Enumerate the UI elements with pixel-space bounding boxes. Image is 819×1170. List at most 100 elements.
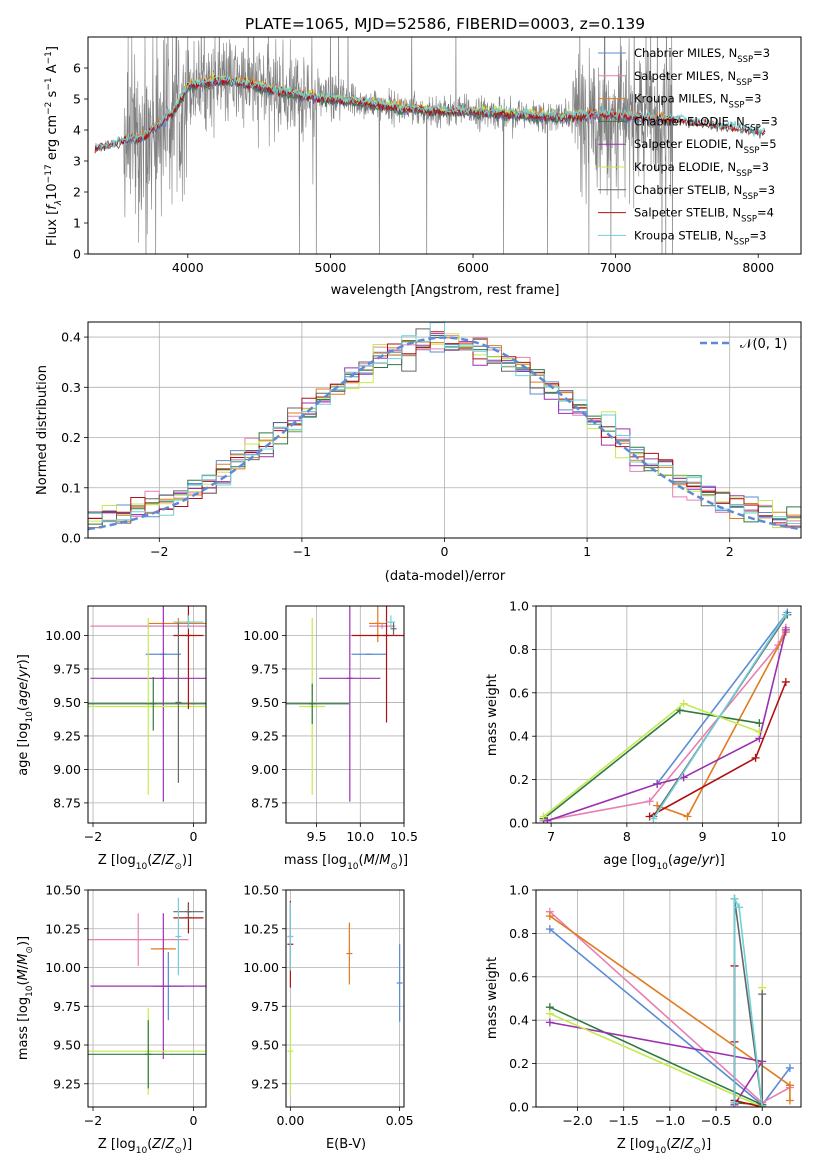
errorbar-point-1 [88, 913, 189, 966]
residual-histogram-kroupa-stelib [88, 322, 801, 524]
ytick-label-0: 8.75 [251, 795, 279, 810]
ytick-label-2: 9.75 [53, 999, 81, 1014]
ytick-label-0: 0.0 [509, 816, 529, 831]
legend-label-5: Kroupa ELODIE, NSSP=3 [634, 160, 769, 179]
legend-entry-1: Salpeter MILES, NSSP=3 [598, 69, 769, 88]
xtick-label-4: 2 [726, 544, 734, 559]
weight-line-1 [543, 627, 787, 822]
legend-label-4: Salpeter ELODIE, NSSP=5 [634, 137, 777, 156]
ytick-label-1: 9.00 [251, 762, 279, 777]
ytick-label-2: 9.75 [251, 999, 279, 1014]
residual-ylabel: Normed distribution [35, 365, 50, 495]
ytick-label-4: 4 [73, 123, 81, 138]
ytick-label-3: 0.6 [509, 685, 529, 700]
xtick-label-1: −1 [293, 544, 311, 559]
ytick-label-1: 9.50 [251, 1038, 279, 1053]
weight-marker-8-3 [758, 1103, 767, 1107]
spectrum-legend: Chabrier MILES, NSSP=3 Salpeter MILES, NS… [598, 46, 778, 247]
ebv-xlabel: E(B-V) [326, 1137, 366, 1152]
xtick-label-3: 7000 [600, 260, 632, 275]
weight-marker-2-1 [785, 1081, 794, 1090]
weight-series-8 [730, 894, 767, 1107]
ytick-label-2: 0.4 [509, 1013, 529, 1028]
xtick-label-4: 0.0 [752, 1113, 772, 1128]
errorbar-point-5 [88, 676, 206, 731]
xtick-label-2: −1.0 [655, 1113, 685, 1128]
plot-area [88, 322, 801, 531]
ytick-label-5: 10.50 [45, 883, 81, 898]
weight-marker-4-1 [653, 779, 662, 788]
ytick-label-5: 10.00 [243, 628, 279, 643]
weight-line-4 [547, 629, 787, 822]
age-vs-metallicity-plot: −2 0 8.75 9.00 9.25 9.50 9.75 10.00 [45, 605, 207, 844]
weight-marker-0-2 [785, 1063, 794, 1072]
weight-marker-7-2 [781, 677, 790, 686]
ytick-label-4: 0.8 [509, 642, 529, 657]
weight-z-ylabel: mass weight [485, 957, 500, 1039]
axes-frame [87, 321, 802, 539]
axes-frame [285, 605, 405, 824]
xtick-label-3: 10 [770, 829, 786, 844]
normal-legend-label: 𝒩(0, 1) [740, 337, 787, 352]
ytick-label-3: 0.3 [61, 380, 81, 395]
ytick-label-2: 0.4 [509, 729, 529, 744]
weight-marker-4-0 [543, 816, 552, 823]
errorbar-point-8 [386, 615, 396, 629]
mass-vs-metallicity-plot: −2 0 9.25 9.50 9.75 10.00 10.25 10.50 [45, 883, 207, 1128]
weight-vs-metallicity-plot: −2.0 −1.5 −1.0 −0.5 0.0 0.0 0.2 0.4 0.6 0.8 1.0 [509, 883, 802, 1129]
weight-marker-8-2 [735, 903, 744, 912]
residual-plot: −2 −1 0 1 2 0.0 0.1 0.2 0.3 0.4 [61, 321, 802, 559]
axes: 9.5 10.0 10.5 8.75 9.00 9.25 9.50 9.75 10.00 [243, 628, 418, 844]
ytick-label-1: 0.1 [61, 480, 81, 495]
ytick-label-0: 9.25 [251, 1076, 279, 1091]
plot-area [94, 37, 766, 254]
axes: 7 8 9 10 0.0 0.2 0.4 0.6 0.8 1.0 [509, 599, 786, 845]
ytick-label-0: 0.0 [509, 1100, 529, 1115]
age-z-xlabel: Z [log10(Z/Z⊙)] [98, 853, 192, 872]
weight-z-xlabel: Z [log10(Z/Z⊙)] [617, 1137, 711, 1156]
weight-marker-1-1 [645, 797, 654, 806]
weight-marker-5-0 [539, 812, 548, 821]
weight-marker-5-0 [545, 1009, 554, 1018]
errorbar-point-4 [287, 1007, 294, 1095]
axes-frame [87, 605, 207, 824]
weight-marker-2-0 [545, 912, 554, 921]
errorbar-point-5 [286, 683, 349, 724]
errorbar-point-8 [175, 897, 182, 976]
legend-entry-4: Salpeter ELODIE, NSSP=5 [598, 137, 777, 156]
ytick-label-0: 8.75 [53, 795, 81, 810]
legend-entry-3: Chabrier ELODIE, NSSP=3 [598, 114, 778, 133]
ytick-label-1: 0.2 [509, 772, 529, 787]
weight-series-4 [543, 625, 790, 823]
xtick-label-1: 0 [189, 829, 197, 844]
weight-marker-8-1 [781, 610, 790, 619]
plot-area [545, 894, 794, 1107]
weight-series-1 [539, 623, 790, 823]
ytick-label-2: 9.25 [251, 728, 279, 743]
model-spectrum-salpeter-stelib [94, 75, 766, 154]
legend-label-7: Salpeter STELIB, NSSP=4 [634, 206, 774, 225]
weight-vs-age-plot: 7 8 9 10 0.0 0.2 0.4 0.6 0.8 1.0 [509, 599, 802, 845]
ytick-label-4: 10.25 [243, 921, 279, 936]
legend-label-2: Kroupa MILES, NSSP=3 [634, 92, 761, 111]
weight-series-8 [649, 610, 790, 823]
weight-series-3 [539, 706, 764, 823]
weight-line-7 [649, 681, 787, 818]
spectrum-xlabel: wavelength [Angstrom, rest frame] [331, 283, 560, 298]
errorbar-point-3 [90, 606, 206, 802]
axes: −2.0 −1.5 −1.0 −0.5 0.0 0.0 0.2 0.4 0.6 0.8 1.0 [509, 883, 772, 1129]
weight-marker-3-2 [755, 719, 764, 728]
ytick-label-4: 0.8 [509, 926, 529, 941]
ytick-label-4: 10.25 [45, 921, 81, 936]
ytick-label-3: 10.00 [243, 960, 279, 975]
legend-entry-0: Chabrier MILES, NSSP=3 [598, 46, 770, 65]
model-spectrum-kroupa-stelib [94, 74, 766, 149]
weight-marker-8-0 [730, 1098, 739, 1107]
weight-marker-0-0 [545, 925, 554, 934]
legend-label-8: Kroupa STELIB, NSSP=3 [634, 228, 766, 247]
ytick-label-2: 0.2 [61, 430, 81, 445]
legend-entry-6: Chabrier STELIB, NSSP=3 [598, 183, 775, 202]
age-ylabel: age [log10(age/yr)] [16, 654, 35, 776]
xtick-label-0: 7 [547, 829, 555, 844]
ytick-label-4: 0.4 [61, 330, 81, 345]
